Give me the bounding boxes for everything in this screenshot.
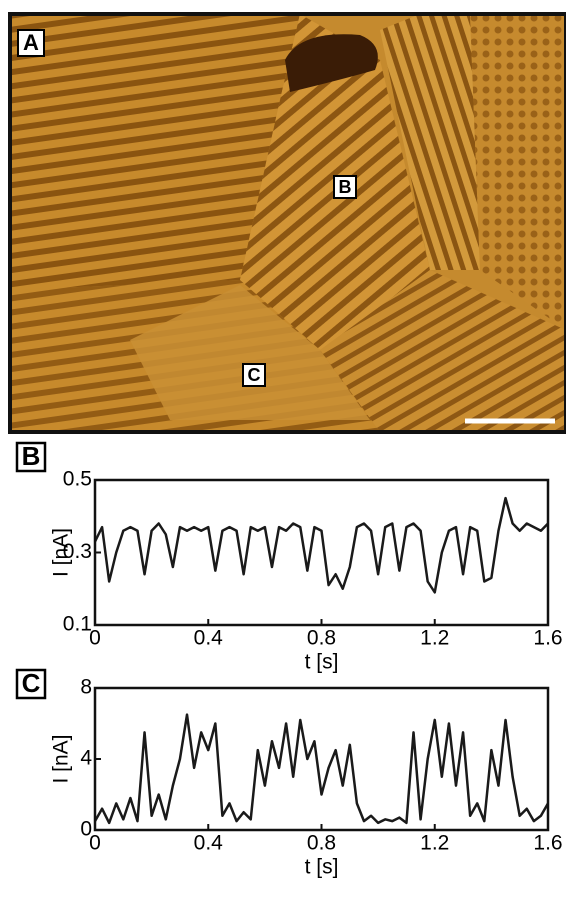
x-tick-label: 1.2 (420, 627, 449, 650)
y-tick-label: 4 (80, 747, 92, 770)
y-tick-label: 0 (80, 818, 92, 841)
panel-label-box (15, 441, 47, 473)
x-tick-label: 0.4 (194, 832, 224, 855)
panel-label: A (23, 30, 39, 55)
y-tick-label: 0.5 (63, 468, 92, 491)
y-tick-label: 0.3 (63, 540, 92, 563)
x-tick-label: 1.2 (420, 832, 449, 855)
x-tick-label: 1.6 (533, 627, 562, 650)
y-tick-label: 8 (80, 676, 92, 699)
panel-label-box (15, 668, 47, 700)
x-tick-label: 0 (89, 627, 101, 650)
stm-image: A B C (8, 12, 566, 434)
x-tick-label: 0.8 (307, 627, 336, 650)
x-tick-label: 1.6 (533, 832, 562, 855)
y-axis-label: I [nA] (50, 528, 73, 577)
trace (93, 713, 550, 825)
region-label: B (339, 177, 352, 197)
x-tick-label: 0 (89, 832, 101, 855)
trace (93, 496, 549, 594)
x-tick-label: 0.8 (307, 832, 336, 855)
panel-label: C (22, 668, 41, 698)
x-axis-label: t [s] (305, 651, 339, 674)
x-tick-label: 0.4 (194, 627, 224, 650)
y-tick-label: 0.1 (63, 613, 92, 636)
y-axis-label: I [nA] (50, 734, 73, 783)
x-axis-label: t [s] (305, 856, 339, 879)
region-label: C (248, 365, 261, 385)
panel-label: B (22, 441, 41, 471)
